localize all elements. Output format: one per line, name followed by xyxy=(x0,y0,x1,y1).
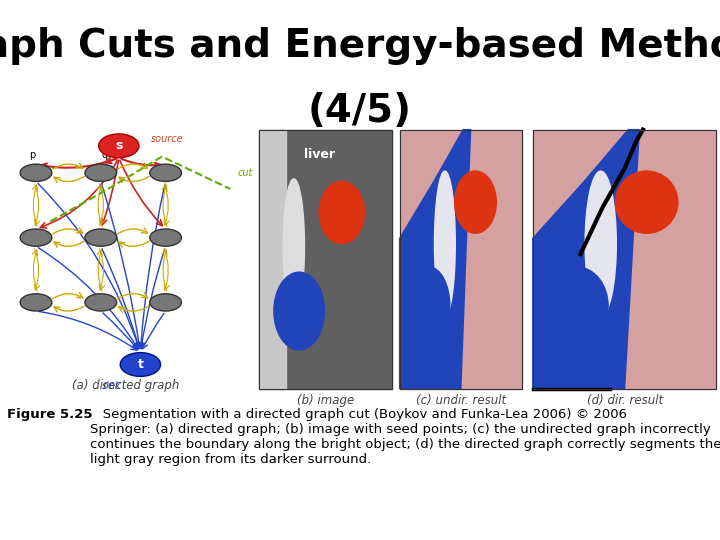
Text: s: s xyxy=(115,139,122,152)
Text: sink: sink xyxy=(102,381,122,391)
Polygon shape xyxy=(400,130,471,389)
Ellipse shape xyxy=(585,171,616,316)
Text: Figure 5.25: Figure 5.25 xyxy=(7,408,93,421)
Bar xyxy=(400,130,522,389)
Ellipse shape xyxy=(85,229,117,246)
Ellipse shape xyxy=(546,267,608,345)
Ellipse shape xyxy=(85,164,117,181)
Text: t: t xyxy=(138,358,143,371)
Text: source: source xyxy=(151,134,184,144)
Ellipse shape xyxy=(20,229,52,246)
Text: (b) image: (b) image xyxy=(297,394,354,407)
Text: Segmentation with a directed graph cut (Boykov and Funka-Lea 2006) © 2006
Spring: Segmentation with a directed graph cut (… xyxy=(90,408,720,465)
Ellipse shape xyxy=(455,171,496,233)
Ellipse shape xyxy=(99,134,139,158)
Polygon shape xyxy=(533,130,639,389)
Ellipse shape xyxy=(616,171,678,233)
Text: liver: liver xyxy=(304,148,335,161)
Bar xyxy=(259,130,392,389)
Bar xyxy=(533,130,716,389)
Ellipse shape xyxy=(120,353,161,376)
Text: (c) undir. result: (c) undir. result xyxy=(415,394,506,407)
Bar xyxy=(533,130,716,389)
Ellipse shape xyxy=(408,267,450,345)
Bar xyxy=(400,130,522,389)
Bar xyxy=(259,130,392,389)
Text: (a) directed graph: (a) directed graph xyxy=(72,379,180,392)
Ellipse shape xyxy=(85,294,117,311)
Ellipse shape xyxy=(20,164,52,181)
Text: (d) dir. result: (d) dir. result xyxy=(587,394,662,407)
Ellipse shape xyxy=(150,294,181,311)
Ellipse shape xyxy=(274,272,325,350)
Text: cut: cut xyxy=(238,168,253,178)
Ellipse shape xyxy=(20,294,52,311)
Ellipse shape xyxy=(150,229,181,246)
Ellipse shape xyxy=(319,181,364,244)
Text: p: p xyxy=(30,150,35,160)
Ellipse shape xyxy=(434,171,455,316)
Ellipse shape xyxy=(150,164,181,181)
Text: (4/5): (4/5) xyxy=(308,92,412,130)
Bar xyxy=(259,130,286,389)
Ellipse shape xyxy=(283,179,305,314)
Text: Graph Cuts and Energy-based Methods: Graph Cuts and Energy-based Methods xyxy=(0,27,720,65)
Text: q: q xyxy=(102,150,107,160)
